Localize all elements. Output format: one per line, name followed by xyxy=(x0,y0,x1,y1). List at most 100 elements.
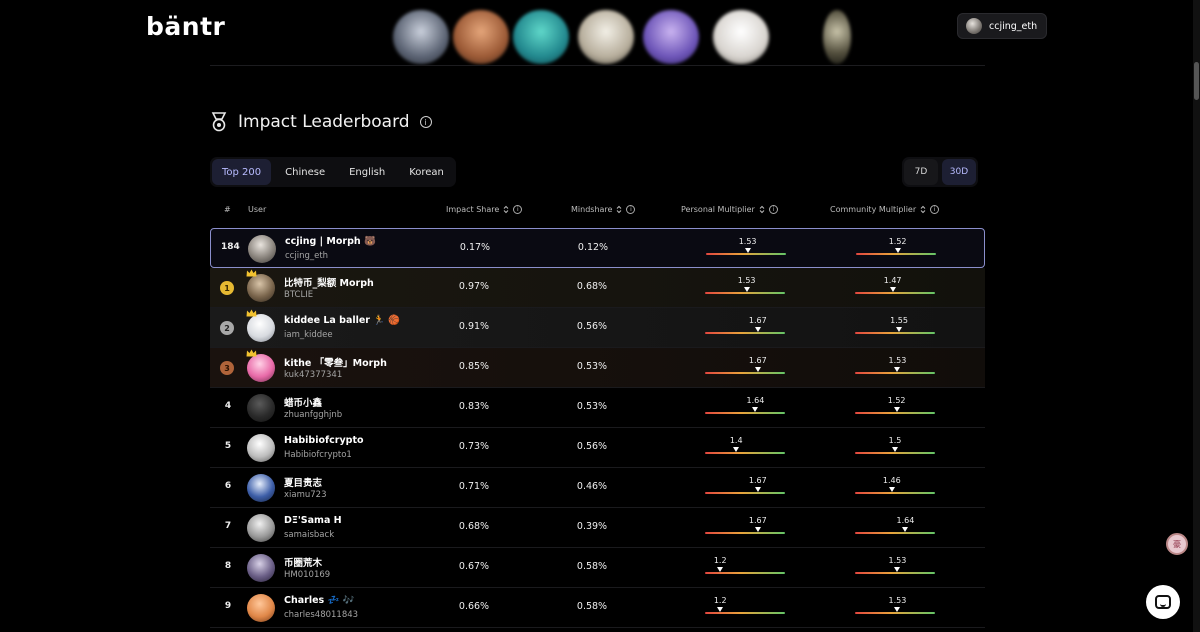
featured-avatar[interactable] xyxy=(713,10,769,64)
table-row[interactable]: 4 蜡币小鑫 zhuanfgghjnb 0.83% 0.53% 1.64 1.5… xyxy=(210,388,985,428)
col-mindshare[interactable]: Mindshare i xyxy=(571,205,636,214)
table-row[interactable]: 2 kiddee La baller 🏃 🏀 iam_kiddee 0.91% … xyxy=(210,308,985,348)
meter-marker xyxy=(744,248,751,253)
avatar[interactable] xyxy=(247,354,275,382)
user-display-name[interactable]: 蜡币小鑫 xyxy=(284,398,323,409)
page-title: Impact Leaderboard xyxy=(238,112,410,132)
personal-multiplier-meter: 1.53 xyxy=(705,276,785,302)
scrollbar-thumb[interactable] xyxy=(1194,62,1199,100)
sort-icon[interactable] xyxy=(503,205,509,214)
col-impact-share[interactable]: Impact Share i xyxy=(446,205,523,214)
meter-bar xyxy=(855,572,935,574)
table-row[interactable]: 8 币圈荒木 HM010169 0.67% 0.58% 1.2 1.53 xyxy=(210,548,985,588)
bantr-logo[interactable]: bäntr xyxy=(146,12,226,41)
tab-top-200[interactable]: Top 200 xyxy=(212,159,272,185)
table-row[interactable]: 7 DΞ'Sama H samaisback 0.68% 0.39% 1.67 … xyxy=(210,508,985,548)
range-7d-button[interactable]: 7D xyxy=(904,159,938,185)
page-scrollbar[interactable] xyxy=(1193,0,1200,632)
user-display-name[interactable]: Charles 💤 🎶 xyxy=(284,595,355,606)
tab-korean[interactable]: Korean xyxy=(409,166,444,178)
user-display-name[interactable]: kithe 「零叁」Morph xyxy=(284,358,387,369)
table-row[interactable]: 3 kithe 「零叁」Morph kuk47377341 0.85% 0.53… xyxy=(210,348,985,388)
personal-multiplier-meter: 1.67 xyxy=(705,316,785,342)
language-filter-tabs: Top 200 Chinese English Korean xyxy=(210,157,456,187)
info-icon[interactable]: i xyxy=(513,205,523,214)
impact-share-value: 0.17% xyxy=(459,242,491,253)
user-display-name[interactable]: DΞ'Sama H xyxy=(284,515,342,526)
col-personal-multiplier[interactable]: Personal Multiplier i xyxy=(681,205,778,214)
rank-badge: 1 xyxy=(220,281,234,295)
rank-number: 8 xyxy=(224,561,232,571)
avatar[interactable] xyxy=(247,434,275,462)
featured-avatar[interactable] xyxy=(643,10,699,64)
user-handle: xiamu723 xyxy=(284,490,327,500)
community-multiplier-value: 1.52 xyxy=(888,237,907,246)
col-community-multiplier-label: Community Multiplier xyxy=(830,205,917,214)
avatar[interactable] xyxy=(247,554,275,582)
rank-badge: 3 xyxy=(220,361,234,375)
user-handle: samaisback xyxy=(284,530,335,540)
avatar[interactable] xyxy=(247,514,275,542)
featured-avatar[interactable] xyxy=(823,10,851,64)
featured-avatar[interactable] xyxy=(393,10,449,64)
featured-avatar[interactable] xyxy=(513,10,569,64)
user-display-name[interactable]: 币圈荒木 xyxy=(284,558,323,569)
avatar[interactable] xyxy=(247,474,275,502)
avatar[interactable] xyxy=(248,235,276,263)
meter-bar xyxy=(855,372,935,374)
user-display-name[interactable]: Habibiofcrypto xyxy=(284,435,364,446)
mindshare-value: 0.56% xyxy=(576,321,608,332)
community-multiplier-meter: 1.53 xyxy=(855,596,935,622)
user-display-name[interactable]: 夏目贵志 xyxy=(284,478,323,489)
community-multiplier-value: 1.64 xyxy=(896,516,915,525)
impact-share-value: 0.83% xyxy=(458,401,490,412)
rank-number: 9 xyxy=(224,601,232,611)
meter-marker xyxy=(894,567,901,572)
meter-bar xyxy=(705,572,785,574)
sort-icon[interactable] xyxy=(920,205,926,214)
avatar[interactable] xyxy=(247,394,275,422)
featured-avatar[interactable] xyxy=(453,10,509,64)
mindshare-value: 0.53% xyxy=(576,361,608,372)
tab-english[interactable]: English xyxy=(349,166,386,178)
avatar[interactable] xyxy=(247,314,275,342)
personal-multiplier-value: 1.67 xyxy=(748,516,767,525)
user-handle: Habibiofcrypto1 xyxy=(284,450,352,460)
table-row[interactable]: 6 夏目贵志 xiamu723 0.71% 0.46% 1.67 1.46 xyxy=(210,468,985,508)
meter-marker xyxy=(717,567,724,572)
info-icon[interactable]: i xyxy=(930,205,940,214)
info-icon[interactable]: i xyxy=(419,116,432,128)
user-display-name[interactable]: 比特币_梨额 Morph xyxy=(284,278,374,289)
user-handle: charles48011843 xyxy=(284,610,359,620)
top-bar: bäntr ccjing_eth xyxy=(0,0,1200,52)
info-icon[interactable]: i xyxy=(768,205,778,214)
avatar[interactable] xyxy=(247,274,275,302)
table-row[interactable]: 9 Charles 💤 🎶 charles48011843 0.66% 0.58… xyxy=(210,588,985,628)
featured-avatar[interactable] xyxy=(578,10,634,64)
floating-translate-badge[interactable]: 豪 xyxy=(1166,533,1188,555)
leaderboard-title: Impact Leaderboard i xyxy=(210,112,432,132)
community-multiplier-meter: 1.47 xyxy=(855,276,935,302)
info-icon[interactable]: i xyxy=(626,205,636,214)
current-user-row[interactable]: 184 ccjing | Morph 🐻 ccjing_eth 0.17% 0.… xyxy=(210,228,985,268)
meter-marker xyxy=(893,407,900,412)
tab-chinese[interactable]: Chinese xyxy=(285,166,326,178)
mindshare-value: 0.68% xyxy=(576,281,608,292)
personal-multiplier-meter: 1.2 xyxy=(705,556,785,582)
col-impact-share-label: Impact Share xyxy=(446,205,500,214)
sort-icon[interactable] xyxy=(759,205,765,214)
rank-number: 6 xyxy=(224,481,232,491)
sort-icon[interactable] xyxy=(616,205,622,214)
meter-marker xyxy=(754,327,761,332)
table-row[interactable]: 5 Habibiofcrypto Habibiofcrypto1 0.73% 0… xyxy=(210,428,985,468)
user-display-name[interactable]: ccjing | Morph 🐻 xyxy=(285,236,376,247)
personal-multiplier-value: 1.2 xyxy=(713,556,727,565)
range-30d-button[interactable]: 30D xyxy=(942,159,976,185)
user-account-chip[interactable]: ccjing_eth xyxy=(957,13,1047,39)
meter-marker xyxy=(892,447,898,452)
avatar[interactable] xyxy=(247,594,275,622)
user-display-name[interactable]: kiddee La baller 🏃 🏀 xyxy=(284,315,401,326)
table-row[interactable]: 1 比特币_梨额 Morph BTCLIE 0.97% 0.68% 1.53 1… xyxy=(210,268,985,308)
col-community-multiplier[interactable]: Community Multiplier i xyxy=(830,205,940,214)
support-chat-button[interactable] xyxy=(1146,585,1180,619)
